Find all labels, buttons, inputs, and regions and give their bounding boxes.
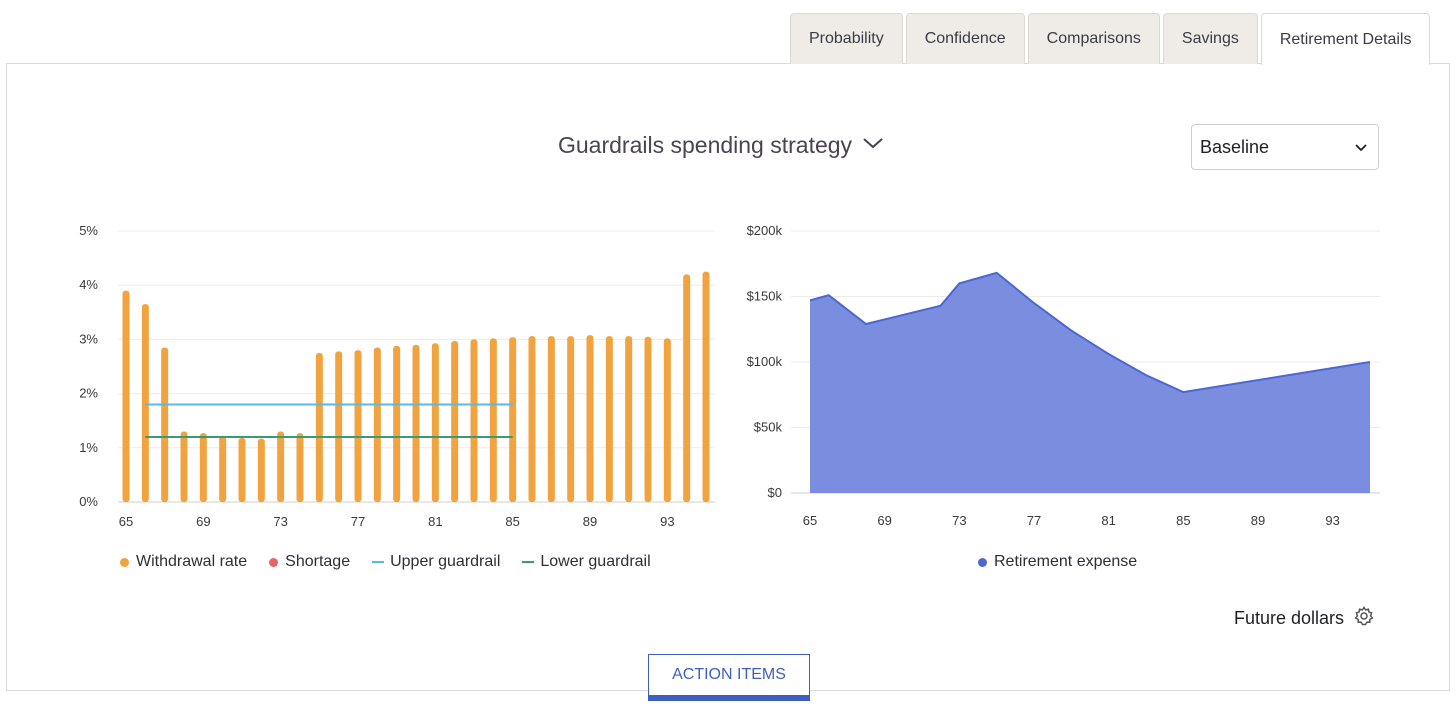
legend-upper-label: Upper guardrail: [390, 553, 501, 570]
expense-legend: Retirement expense: [978, 553, 1159, 571]
x-tick-label: 77: [1027, 513, 1041, 528]
withdrawal-chart: 0% 1% 2% 3% 4% 5% 65 69 73 77 81 85 89 93: [70, 200, 720, 545]
tab-probability[interactable]: Probability: [790, 13, 903, 64]
y-tick-label: 4%: [79, 277, 98, 292]
y-tick-label: $100k: [747, 354, 783, 369]
bar: [373, 347, 381, 502]
withdrawal-chart-svg: 0% 1% 2% 3% 4% 5% 65 69 73 77 81 85 89 93: [79, 223, 715, 529]
bar: [354, 350, 362, 502]
bar: [431, 343, 439, 502]
tab-retirement-details[interactable]: Retirement Details: [1260, 13, 1431, 65]
y-tick-label: 0%: [79, 494, 98, 509]
bar: [567, 336, 575, 502]
expense-chart-svg: $0 $50k $100k $150k $200k 65 69 73 77 81 85 89 93: [747, 223, 1380, 528]
bar: [683, 274, 691, 502]
x-tick-label: 93: [1325, 513, 1339, 528]
legend-withdrawal[interactable]: Withdrawal rate: [120, 553, 247, 571]
x-tick-label: 81: [428, 514, 442, 529]
bar: [238, 438, 246, 502]
bar: [702, 271, 710, 502]
x-tick-label: 77: [351, 514, 365, 529]
future-dollars-label: Future dollars: [1234, 608, 1345, 628]
legend-shortage[interactable]: Shortage: [269, 553, 350, 571]
tab-savings[interactable]: Savings: [1162, 13, 1258, 64]
x-tick-label: 69: [877, 513, 891, 528]
x-tick-label: 69: [196, 514, 210, 529]
legend-expense-label: Retirement expense: [994, 553, 1138, 570]
bar: [644, 336, 652, 502]
chevron-down-icon: [1354, 137, 1368, 158]
bar: [180, 431, 188, 502]
legend-shortage-swatch: [269, 557, 279, 567]
action-items-button[interactable]: ACTION ITEMS: [648, 654, 810, 701]
legend-expense[interactable]: Retirement expense: [978, 553, 1137, 571]
x-tick-label: 65: [119, 514, 133, 529]
bar: [528, 336, 536, 502]
bar: [161, 347, 169, 502]
legend-lower[interactable]: Lower guardrail: [522, 553, 651, 571]
legend-expense-swatch: [978, 557, 987, 567]
x-tick-label: 89: [1251, 513, 1265, 528]
expense-area: [810, 272, 1370, 493]
bar: [663, 338, 671, 502]
x-tick-label: 85: [1176, 513, 1190, 528]
x-tick-label: 73: [273, 514, 287, 529]
strategy-title: Guardrails spending strategy: [558, 132, 853, 158]
bar: [219, 435, 227, 502]
tab-bar: Probability Confidence Comparisons Savin…: [790, 13, 1431, 65]
bar: [315, 352, 323, 502]
expense-line: [809, 271, 1371, 394]
y-tick-label: $0: [768, 485, 782, 500]
bar: [625, 336, 633, 502]
bar: [199, 433, 207, 502]
bar: [451, 341, 459, 502]
x-tick-label: 65: [803, 513, 817, 528]
legend-upper-swatch: [372, 561, 385, 563]
tab-confidence[interactable]: Confidence: [905, 13, 1025, 64]
y-tick-label: 3%: [79, 331, 98, 346]
bar: [509, 337, 517, 502]
withdrawal-legend: Withdrawal rate Shortage Upper guardrail…: [120, 553, 673, 571]
bar: [605, 336, 613, 502]
tab-comparisons[interactable]: Comparisons: [1027, 13, 1160, 64]
x-tick-label: 73: [952, 513, 966, 528]
dollar-mode: Future dollars: [1234, 606, 1374, 631]
bar: [257, 438, 265, 502]
x-tick-label: 89: [583, 514, 597, 529]
strategy-dropdown[interactable]: Guardrails spending strategy: [558, 132, 884, 159]
y-tick-label: 5%: [79, 223, 98, 238]
legend-withdrawal-swatch: [120, 557, 129, 567]
y-tick-label: $50k: [754, 420, 783, 435]
bar: [547, 336, 555, 502]
y-tick-label: $150k: [747, 289, 783, 304]
bar: [277, 431, 285, 502]
bar: [122, 290, 130, 502]
y-tick-label: 1%: [79, 440, 98, 455]
y-tick-label: 2%: [79, 386, 98, 401]
scenario-select[interactable]: Baseline: [1191, 124, 1379, 170]
gear-icon[interactable]: [1354, 606, 1374, 631]
bar: [141, 304, 149, 502]
bar: [470, 339, 478, 502]
bar: [412, 344, 420, 502]
content-panel: [6, 63, 1450, 691]
bar: [586, 335, 594, 502]
bar: [335, 351, 343, 502]
chevron-down-icon: [862, 136, 884, 155]
legend-lower-swatch: [522, 561, 535, 563]
bar: [393, 345, 401, 502]
legend-lower-label: Lower guardrail: [540, 553, 651, 570]
x-tick-label: 85: [505, 514, 519, 529]
legend-shortage-label: Shortage: [285, 553, 351, 570]
x-tick-label: 81: [1101, 513, 1115, 528]
expense-chart: $0 $50k $100k $150k $200k 65 69 73 77 81 85 89 93: [735, 200, 1395, 545]
bar: [296, 433, 304, 502]
bar: [489, 338, 497, 502]
legend-withdrawal-label: Withdrawal rate: [136, 553, 248, 570]
y-tick-label: $200k: [747, 223, 783, 238]
x-tick-label: 93: [660, 514, 674, 529]
scenario-value: Baseline: [1200, 136, 1270, 157]
legend-upper[interactable]: Upper guardrail: [372, 553, 500, 571]
